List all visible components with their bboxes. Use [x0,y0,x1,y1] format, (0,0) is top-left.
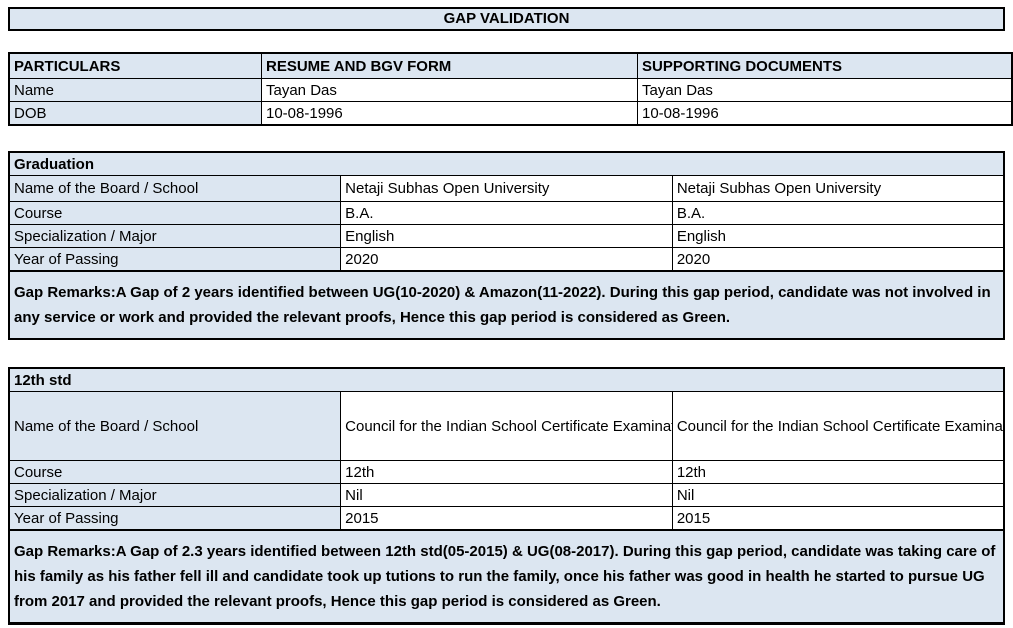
resume-cell: 10-08-1996 [261,101,638,126]
resume-cell: B.A. [340,201,673,225]
supporting-cell: Tayan Das [637,78,1013,102]
table-row-specialization: Specialization / Major Nil Nil [8,483,1005,507]
page-title: GAP VALIDATION [8,7,1005,31]
table-row-course: Course 12th 12th [8,460,1005,484]
col-header-supporting-docs: SUPPORTING DOCUMENTS [637,52,1013,79]
col-header-particulars: PARTICULARS [8,52,262,79]
particulars-table: PARTICULARS RESUME AND BGV FORM SUPPORTI… [8,52,1013,126]
row-label-cell: Year of Passing [8,506,342,530]
col-header-resume-bgv: RESUME AND BGV FORM [261,52,638,79]
supporting-cell: B.A. [671,201,1005,225]
gap-remarks-graduation: Gap Remarks:A Gap of 2 years identified … [8,271,1005,340]
resume-cell: Tayan Das [261,78,638,102]
table-row-specialization: Specialization / Major English English [8,224,1005,248]
table-row-board-school: Name of the Board / School Council for t… [8,391,1005,461]
row-label-cell: Specialization / Major [8,483,342,507]
resume-cell: Council for the Indian School Certificat… [340,391,673,461]
row-label-cell: Name of the Board / School [8,175,342,202]
twelfth-std-table: 12th std Name of the Board / School Coun… [8,367,1005,530]
gap-remarks-12th-std: Gap Remarks:A Gap of 2.3 years identifie… [8,530,1005,625]
supporting-cell: 12th [671,460,1005,484]
table-row-course: Course B.A. B.A. [8,201,1005,225]
section-header-12th-std: 12th std [8,367,1005,392]
table-row-board-school: Name of the Board / School Netaji Subhas… [8,175,1005,202]
supporting-cell: 2015 [671,506,1005,530]
supporting-cell: 10-08-1996 [637,101,1013,126]
row-label-cell: Name [8,78,262,102]
row-label-cell: Course [8,201,342,225]
row-label-cell: Name of the Board / School [8,391,342,461]
row-label-cell: Course [8,460,342,484]
supporting-cell: Netaji Subhas Open University [671,175,1005,202]
supporting-cell: Council for the Indian School Certificat… [671,391,1005,461]
particulars-header-row: PARTICULARS RESUME AND BGV FORM SUPPORTI… [8,52,1013,79]
section-title: Graduation [8,151,1005,176]
table-row-year-of-passing: Year of Passing 2015 2015 [8,506,1005,530]
gap-validation-sheet: GAP VALIDATION PARTICULARS RESUME AND BG… [8,7,1013,625]
section-title: 12th std [8,367,1005,392]
supporting-cell: English [671,224,1005,248]
resume-cell: 2020 [340,247,673,271]
supporting-cell: 2020 [671,247,1005,271]
table-row-dob: DOB 10-08-1996 10-08-1996 [8,101,1013,126]
table-row-year-of-passing: Year of Passing 2020 2020 [8,247,1005,271]
resume-cell: Nil [340,483,673,507]
supporting-cell: Nil [671,483,1005,507]
resume-cell: Netaji Subhas Open University [340,175,673,202]
graduation-table: Graduation Name of the Board / School Ne… [8,151,1005,271]
table-row-name: Name Tayan Das Tayan Das [8,78,1013,102]
resume-cell: English [340,224,673,248]
resume-cell: 2015 [340,506,673,530]
resume-cell: 12th [340,460,673,484]
row-label-cell: Year of Passing [8,247,342,271]
row-label-cell: DOB [8,101,262,126]
row-label-cell: Specialization / Major [8,224,342,248]
section-header-graduation: Graduation [8,151,1005,176]
